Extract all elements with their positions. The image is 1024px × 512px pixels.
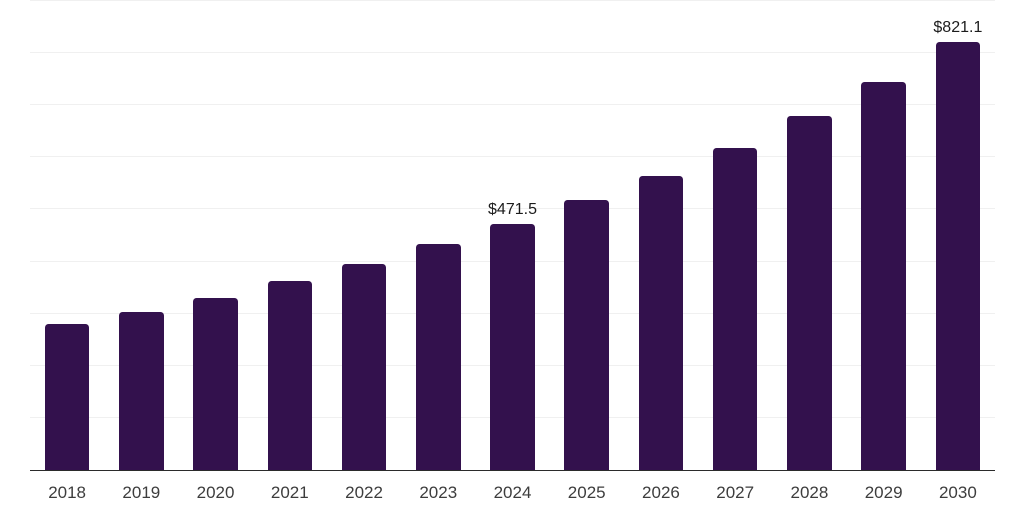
x-tick-label-2025: 2025: [567, 483, 606, 502]
x-tick-label-2018: 2018: [48, 483, 87, 502]
x-tick-label-2020: 2020: [196, 483, 235, 502]
bar-2027: [712, 147, 758, 470]
bar-value-label-2030: $821.1: [933, 19, 983, 37]
plot-area: $471.5 $821.1: [30, 0, 995, 471]
bar-2018: [44, 324, 90, 470]
gridline-800: [30, 52, 995, 54]
bar-2030: [935, 42, 981, 470]
bar-2026: [638, 176, 684, 470]
bar-2025: [564, 200, 609, 470]
x-tick-label-2030: 2030: [938, 483, 977, 502]
x-tick-label-2021: 2021: [270, 483, 309, 502]
bar-2022: [341, 263, 387, 470]
bar-2024: [490, 224, 535, 470]
x-tick-label-2028: 2028: [790, 483, 829, 502]
x-tick-label-2027: 2027: [716, 483, 755, 502]
gridline-600: [30, 156, 995, 158]
x-tick-label-2026: 2026: [642, 483, 680, 502]
x-tick-label-2019: 2019: [122, 483, 161, 502]
gridline-500: [30, 208, 995, 210]
bar-2028: [787, 115, 832, 470]
bar-2020: [193, 298, 238, 470]
x-tick-label-2022: 2022: [345, 483, 383, 502]
bar-value-label-2024: $471.5: [488, 201, 537, 219]
bar-2021: [267, 280, 313, 470]
bar-2019: [119, 311, 164, 470]
bar-2029: [861, 81, 906, 470]
x-axis-line: [30, 469, 995, 471]
gridline-900: [30, 0, 995, 1]
x-tick-label-2023: 2023: [419, 483, 458, 502]
bar-2023: [416, 244, 461, 470]
x-tick-label-2029: 2029: [864, 483, 903, 502]
gridline-700: [30, 104, 995, 106]
x-tick-label-2024: 2024: [493, 483, 532, 502]
